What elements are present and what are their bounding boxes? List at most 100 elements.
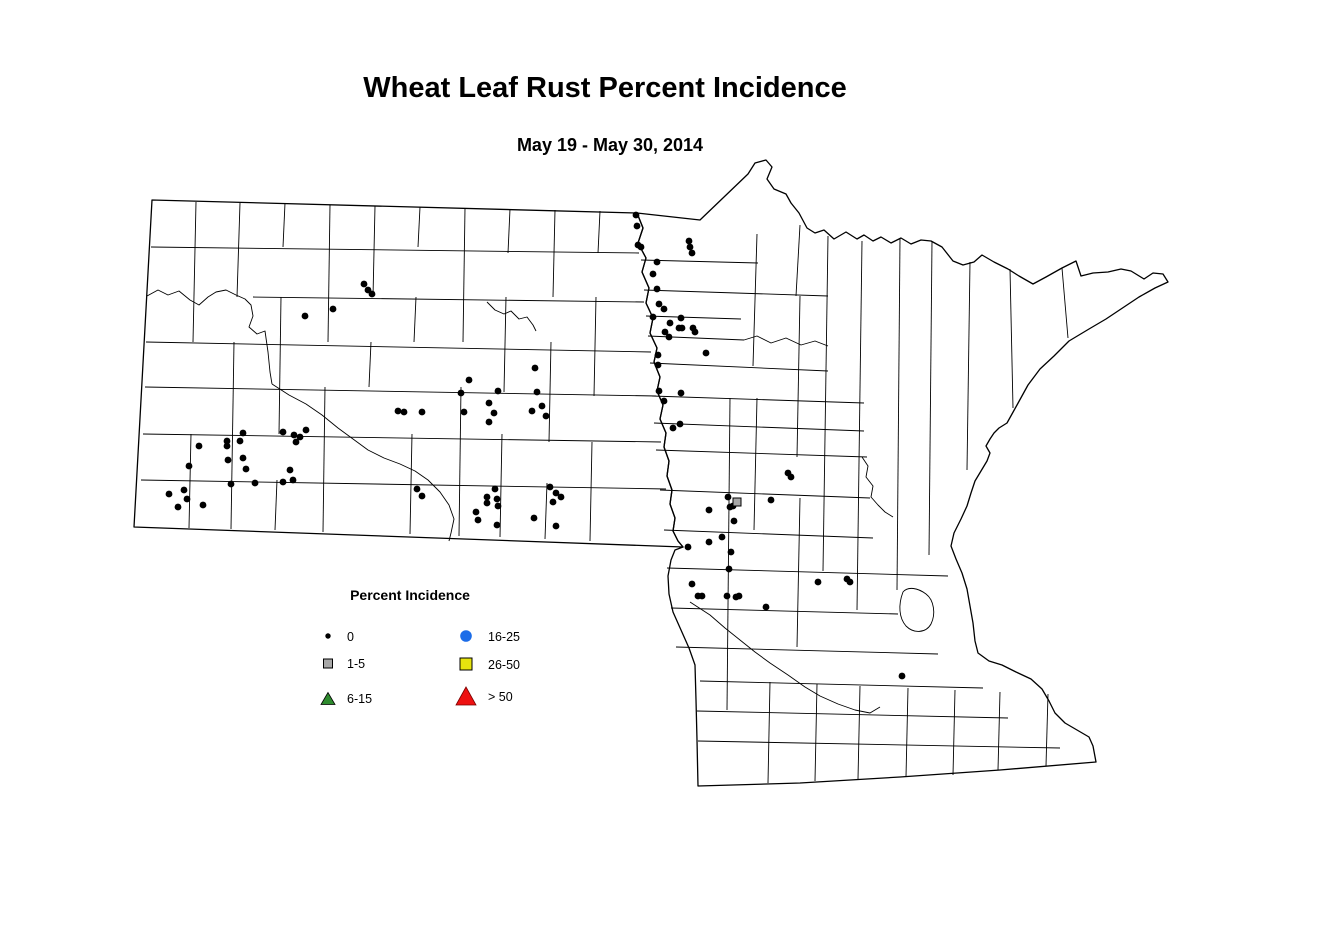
county-boundary-line: [462, 207, 466, 343]
county-boundary-line: [814, 683, 818, 782]
county-boundary-line: [689, 601, 881, 714]
page-subtitle: May 19 - May 30, 2014: [517, 135, 703, 155]
marker-black-dot: [183, 495, 191, 503]
legend-item-label: 1-5: [347, 657, 365, 671]
county-boundary-line: [552, 209, 556, 298]
county-boundary-line: [856, 240, 863, 611]
county-boundary-line: [1045, 693, 1049, 767]
marker-black-dot: [290, 431, 298, 439]
marker-black-dot: [723, 592, 731, 600]
county-boundary-line: [146, 289, 273, 385]
county-boundary-line: [696, 710, 1009, 719]
marker-black-dot: [413, 485, 421, 493]
legend-item-label: 26-50: [488, 658, 520, 672]
marker-black-dot: [279, 478, 287, 486]
marker-black-dot: [557, 493, 565, 501]
marker-black-dot: [491, 485, 499, 493]
marker-black-dot: [730, 517, 738, 525]
county-boundary-line: [486, 301, 537, 332]
county-boundary-line: [327, 204, 331, 343]
marker-black-dot: [227, 480, 235, 488]
county-boundary-line: [188, 433, 192, 529]
marker-black-dot: [236, 437, 244, 445]
marker-black-dot: [655, 387, 663, 395]
marker-black-dot: [637, 243, 645, 251]
marker-black-dot: [653, 285, 661, 293]
marker-black-dot: [530, 514, 538, 522]
marker-black-dot: [666, 319, 674, 327]
marker-black-dot: [684, 543, 692, 551]
marker-black-dot: [199, 501, 207, 509]
county-boundary-line: [896, 237, 901, 591]
county-boundary-line: [278, 296, 282, 435]
marker-black-dot: [301, 312, 309, 320]
marker-black-dot: [724, 493, 732, 501]
marker-black-dot: [688, 580, 696, 588]
county-boundary-line: [649, 362, 829, 372]
legend-title: Percent Incidence: [350, 587, 470, 603]
marker-black-dot: [289, 476, 297, 484]
minnesota-outline: [636, 159, 1169, 787]
marker-black-dot: [538, 402, 546, 410]
marker-black-dot: [718, 533, 726, 541]
page-title: Wheat Leaf Rust Percent Incidence: [363, 72, 846, 104]
county-boundary-line: [640, 259, 759, 264]
county-boundary-line: [675, 646, 939, 655]
county-boundary-line: [593, 296, 597, 397]
county-boundary-line: [952, 689, 956, 776]
county-boundary-line: [548, 341, 552, 443]
marker-black-dot: [702, 349, 710, 357]
marker-black-dot: [360, 280, 368, 288]
marker-black-dot: [483, 493, 491, 501]
county-boundary-line: [643, 289, 829, 297]
marker-black-dot: [292, 438, 300, 446]
county-boundary-line: [743, 335, 829, 347]
marker-black-dot: [814, 578, 822, 586]
legend-item-3: 16-25: [460, 630, 520, 644]
marker-black-dot: [676, 420, 684, 428]
county-boundary-line: [753, 397, 758, 531]
marker-black-dot: [665, 333, 673, 341]
marker-black-dot: [329, 305, 337, 313]
marker-black-dot: [494, 387, 502, 395]
marker-black-dot: [251, 479, 259, 487]
county-boundary-line: [322, 386, 326, 533]
marker-black-dot: [195, 442, 203, 450]
marker-black-dot: [302, 426, 310, 434]
marker-black-dot: [767, 496, 775, 504]
green-triangle-icon: [320, 691, 336, 705]
marker-black-dot: [472, 508, 480, 516]
marker-black-dot: [493, 521, 501, 529]
black-dot-icon: [325, 633, 331, 639]
county-boundary-line: [458, 386, 462, 537]
county-boundary-line: [651, 395, 865, 404]
county-boundary-line: [409, 433, 413, 535]
marker-black-dot: [533, 388, 541, 396]
county-boundary-line: [142, 433, 662, 443]
marker-black-dot: [180, 486, 188, 494]
marker-black-dot: [485, 418, 493, 426]
marker-black-dot: [549, 498, 557, 506]
county-boundary-line: [796, 295, 801, 458]
marker-black-dot: [552, 522, 560, 530]
marker-black-dot: [633, 222, 641, 230]
marker-black-dot: [457, 389, 465, 397]
legend-item-5: > 50: [455, 686, 513, 706]
county-boundary-line: [236, 202, 241, 298]
county-boundary-line: [666, 567, 949, 577]
county-boundary-line: [368, 341, 372, 388]
marker-black-dot: [239, 429, 247, 437]
county-boundary-line: [150, 246, 640, 254]
county-boundary-line: [795, 224, 801, 297]
county-boundary-line: [282, 202, 286, 248]
marker-black-dot: [224, 456, 232, 464]
legend-item-label: > 50: [488, 690, 513, 704]
marker-black-dot: [762, 603, 770, 611]
county-boundary-line: [899, 587, 935, 632]
county-boundary-line: [822, 235, 829, 572]
marker-black-dot: [394, 407, 402, 415]
marker-black-dot: [632, 211, 640, 219]
marker-black-dot: [296, 433, 304, 441]
marker-black-dot: [279, 428, 287, 436]
